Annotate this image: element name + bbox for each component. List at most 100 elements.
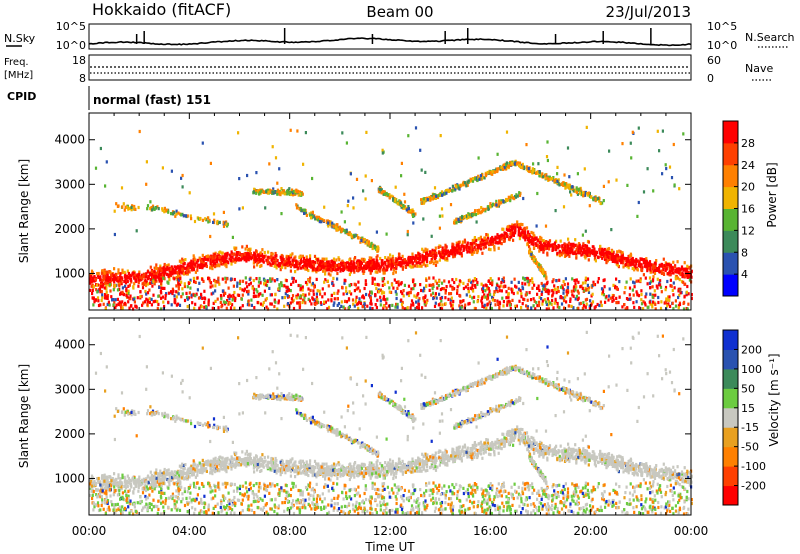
power-cell bbox=[369, 306, 372, 310]
power-cell bbox=[157, 272, 161, 276]
power-cell bbox=[687, 275, 690, 279]
power-cell bbox=[377, 245, 380, 249]
nsky-tick-bottom: 10^0 bbox=[56, 39, 86, 52]
power-cell bbox=[637, 200, 640, 205]
power-cell bbox=[642, 300, 645, 304]
power-cell bbox=[547, 244, 550, 248]
power-cell bbox=[463, 215, 466, 219]
power-cell bbox=[249, 255, 252, 259]
power-cell bbox=[322, 260, 325, 264]
power-cell bbox=[493, 170, 497, 174]
power-cell bbox=[269, 302, 272, 306]
power-cell bbox=[660, 300, 663, 304]
power-cell bbox=[348, 232, 351, 237]
power-cell bbox=[576, 297, 579, 302]
power-cell bbox=[357, 286, 360, 290]
power-cell bbox=[382, 277, 386, 281]
power-cell bbox=[277, 262, 280, 266]
power-cell bbox=[316, 298, 319, 302]
power-cell bbox=[420, 198, 423, 202]
power-cell bbox=[146, 299, 149, 303]
power-cell bbox=[676, 276, 679, 280]
power-cell bbox=[491, 235, 494, 240]
power-cell bbox=[358, 297, 361, 301]
power-cell bbox=[279, 268, 282, 272]
power-cell bbox=[374, 270, 377, 274]
power-cell bbox=[214, 254, 217, 258]
power-cell bbox=[495, 199, 498, 203]
power-cell bbox=[533, 299, 536, 303]
power-cell bbox=[532, 304, 535, 308]
power-cell bbox=[461, 240, 464, 244]
power-cell bbox=[214, 289, 217, 293]
power-cell bbox=[360, 257, 363, 261]
power-cell bbox=[647, 265, 650, 269]
power-cell bbox=[249, 247, 252, 251]
power-cell bbox=[550, 302, 553, 306]
power-cell bbox=[500, 242, 503, 246]
power-cell bbox=[291, 261, 294, 265]
power-cell bbox=[521, 302, 524, 306]
power-cell bbox=[117, 277, 120, 281]
power-cell bbox=[469, 177, 472, 181]
power-cell bbox=[400, 261, 403, 265]
power-cell bbox=[96, 272, 99, 276]
power-cell bbox=[640, 292, 643, 297]
power-cell bbox=[504, 234, 507, 238]
power-cell bbox=[500, 166, 503, 170]
power-cell bbox=[642, 273, 645, 277]
power-cell bbox=[670, 265, 673, 269]
power-cell bbox=[620, 258, 624, 262]
power-cell bbox=[567, 241, 570, 245]
power-cell bbox=[572, 294, 575, 298]
power-cell bbox=[503, 231, 506, 235]
power-cell bbox=[124, 277, 127, 281]
power-cell bbox=[545, 302, 548, 306]
power-cell bbox=[188, 270, 191, 274]
power-cell bbox=[293, 256, 296, 260]
power-cell bbox=[619, 250, 622, 254]
power-cell bbox=[369, 299, 373, 303]
power-cell bbox=[532, 233, 535, 238]
power-cell bbox=[291, 276, 294, 280]
power-cell bbox=[550, 243, 554, 247]
power-cell bbox=[259, 281, 262, 285]
power-cell bbox=[270, 258, 273, 262]
power-cell bbox=[332, 283, 335, 287]
power-cell bbox=[149, 207, 152, 211]
power-cell bbox=[248, 303, 251, 307]
power-cell bbox=[346, 204, 349, 208]
power-cell bbox=[201, 266, 204, 270]
power-cell bbox=[253, 265, 256, 269]
power-cell bbox=[644, 259, 647, 263]
power-cell bbox=[578, 302, 581, 306]
power-cell bbox=[274, 190, 277, 195]
power-cell bbox=[474, 213, 478, 217]
power-cell bbox=[412, 221, 415, 225]
power-cell bbox=[533, 246, 536, 250]
power-cell bbox=[224, 300, 228, 305]
power-cell bbox=[421, 253, 424, 257]
power-cell bbox=[336, 297, 339, 301]
power-cell bbox=[227, 302, 230, 306]
power-cell bbox=[485, 287, 489, 291]
power-cell bbox=[193, 306, 196, 310]
power-cell bbox=[488, 240, 491, 244]
power-cell bbox=[505, 290, 508, 294]
power-cell bbox=[659, 306, 663, 310]
power-cell bbox=[289, 192, 292, 197]
power-cell bbox=[421, 247, 424, 251]
power-cell bbox=[159, 264, 162, 268]
power-cell bbox=[209, 281, 213, 285]
power-cell bbox=[201, 253, 204, 257]
power-cell bbox=[611, 259, 614, 263]
power-cell bbox=[216, 255, 219, 259]
power-cell bbox=[218, 282, 221, 286]
power-cell bbox=[479, 211, 482, 215]
power-cell bbox=[176, 266, 179, 270]
power-cell bbox=[432, 195, 436, 199]
power-cell bbox=[409, 306, 412, 310]
power-cell bbox=[577, 280, 580, 284]
power-cell bbox=[175, 212, 178, 216]
